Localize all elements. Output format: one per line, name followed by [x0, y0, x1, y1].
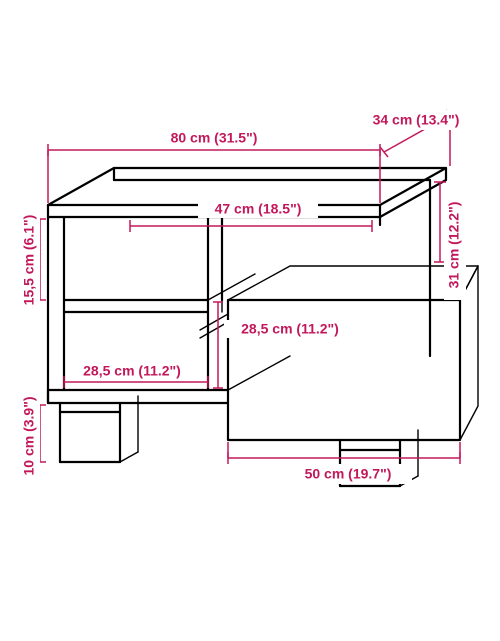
dim-drawer-height: 28,5 cm (11.2") — [241, 321, 339, 337]
dim-shelf-height: 15,5 cm (6.1") — [21, 215, 37, 306]
dim-shelf-width: 28,5 cm (11.2") — [83, 363, 181, 379]
dim-leg-height: 10 cm (3.9") — [21, 396, 37, 475]
dim-inner-width: 47 cm (18.5") — [215, 201, 302, 217]
dim-back-height: 31 cm (12.2") — [446, 202, 462, 289]
dimension-diagram: 80 cm (31.5") 34 cm (13.4") 15,5 cm (6.1… — [0, 0, 500, 641]
dim-top-width: 80 cm (31.5") — [171, 130, 258, 146]
dim-top-depth: 34 cm (13.4") — [373, 112, 460, 128]
dim-drawer-width: 50 cm (19.7") — [305, 466, 392, 482]
